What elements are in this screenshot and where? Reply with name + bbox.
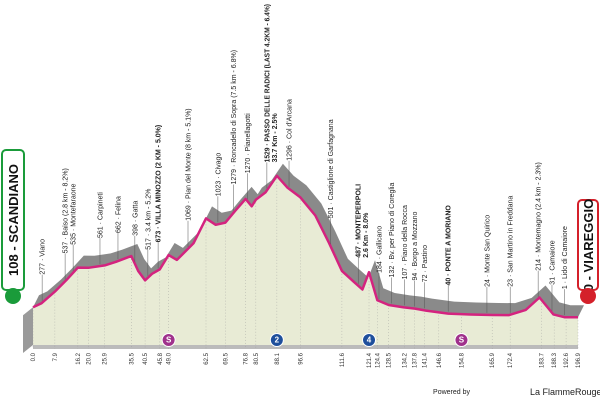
x-tick-label: 124.4 [375, 352, 381, 368]
waypoint-label: 398 · Gatta [132, 201, 139, 236]
marker-label: 4 [367, 336, 372, 345]
waypoint-label: 662 · Felina [115, 196, 122, 233]
x-tick-label: 188.3 [552, 352, 558, 368]
x-tick-label: 35.5 [129, 352, 135, 364]
waypoint-label: 561 · Carpineti [97, 192, 104, 238]
waypoint-label: 517 · 3.4 km - 5.2% [145, 189, 152, 250]
waypoint-label: 23 · San Martino in Freddana [508, 196, 515, 287]
x-tick-label: 49.0 [167, 352, 173, 364]
waypoint-label: 277 · Viano [40, 239, 47, 275]
finish-icon [580, 288, 596, 304]
x-tick-label: 165.9 [490, 352, 496, 368]
x-tick-label: 121.4 [367, 352, 373, 368]
start-icon [5, 288, 21, 304]
x-tick-label: 88.1 [275, 352, 281, 364]
x-tick-label: 20.0 [86, 352, 92, 364]
x-tick-label: 111.6 [340, 352, 346, 367]
x-tick-label: 45.8 [158, 352, 164, 364]
x-tick-label: 76.8 [244, 352, 250, 364]
x-tick-label: 137.8 [412, 352, 418, 368]
marker [362, 333, 377, 347]
marker-label: S [459, 336, 465, 345]
waypoint-label: 501 · Castiglione di Garfagnana [328, 119, 335, 218]
x-tick-label: 80.5 [254, 352, 260, 364]
base-wall [23, 307, 33, 353]
x-tick-label: 141.4 [422, 352, 428, 368]
waypoint-label: 537 · Baiso (2.8 km - 8.2%) [63, 168, 70, 253]
waypoint-label: 214 · Montemagno (2.4 km - 2.3%) [536, 162, 543, 271]
x-tick-label: 96.6 [298, 352, 304, 364]
waypoint-label: 487 · MONTEPERPOLI [356, 184, 363, 258]
waypoint-label: 1529 · PASSO DELLE RADICI (LAST 4.2KM - … [264, 4, 271, 162]
x-tick-label: 134.2 [402, 352, 408, 368]
waypoint-sublabel: 33.7 Km - 2.5% [272, 113, 279, 163]
waypoint-sublabel: 2.6 Km - 8.0% [363, 212, 370, 258]
x-tick-label: 196.9 [576, 352, 582, 368]
waypoint-label: 72 · Pastino [422, 245, 429, 282]
footer-powered: Powered by [433, 389, 470, 396]
x-tick-label: 25.9 [103, 352, 109, 364]
x-tick-label: 192.6 [564, 352, 570, 368]
baseline [33, 345, 578, 349]
waypoint-label: 31 · Camaiore [549, 240, 556, 284]
waypoint-label: 1069 · Pian del Monte (8 km - 5.1%) [186, 108, 193, 220]
profile-line [32, 174, 579, 319]
x-tick-label: 183.7 [539, 352, 545, 368]
x-tick-label: 0.0 [31, 352, 37, 361]
x-tick-label: 154.8 [459, 352, 465, 368]
x-tick-label: 128.5 [387, 352, 393, 368]
waypoint-label: 94 · Borgo a Mozzano [412, 212, 419, 281]
waypoint-label: 184 · Gallicano [376, 226, 383, 273]
waypoint-label: 1279 · Roncadello di Sopra (7.5 km - 6.8… [231, 50, 238, 185]
waypoint-label: 24 · Monte San Quirico [484, 215, 491, 287]
waypoint-label: 40 · PONTE A MORIANO [446, 205, 453, 286]
footer-brand: La FlammeRouge [530, 387, 600, 397]
x-tick-label: 146.6 [437, 352, 443, 368]
x-tick-label: 172.4 [508, 352, 514, 368]
x-tick-label: 7.9 [53, 352, 59, 361]
x-tick-label: 40.5 [143, 352, 149, 364]
marker-label: 2 [275, 336, 280, 345]
x-tick-label: 16.2 [76, 352, 82, 364]
x-tick-label: 62.5 [204, 352, 210, 364]
start-label: 108 - SCANDIANO [6, 164, 21, 276]
waypoint-label: 535 · Montefaraone [71, 184, 78, 245]
marker [454, 333, 469, 347]
x-tick-label: 69.5 [223, 352, 229, 364]
waypoint-label: 1296 · Col d'Arcana [287, 99, 294, 161]
waypoint-label: 1270 · Pianellagotti [245, 113, 252, 173]
waypoint-label: 107 · Piano della Rocca [402, 205, 409, 279]
marker-label: S [166, 336, 172, 345]
waypoint-label: 1023 · Civago [215, 153, 222, 197]
marker [161, 333, 176, 347]
marker [269, 333, 284, 347]
waypoint-label: 1 · Lido di Camaiore [562, 226, 569, 289]
relief [33, 163, 584, 318]
finish-label: 0 - VIAREGGIO [581, 199, 596, 291]
waypoint-label: 132 · Bv. per Piano di Coreglia [389, 183, 396, 278]
area [33, 175, 578, 345]
waypoint-label: 673 · VILLA MINOZZO (2 KM - 5.0%) [156, 125, 163, 243]
